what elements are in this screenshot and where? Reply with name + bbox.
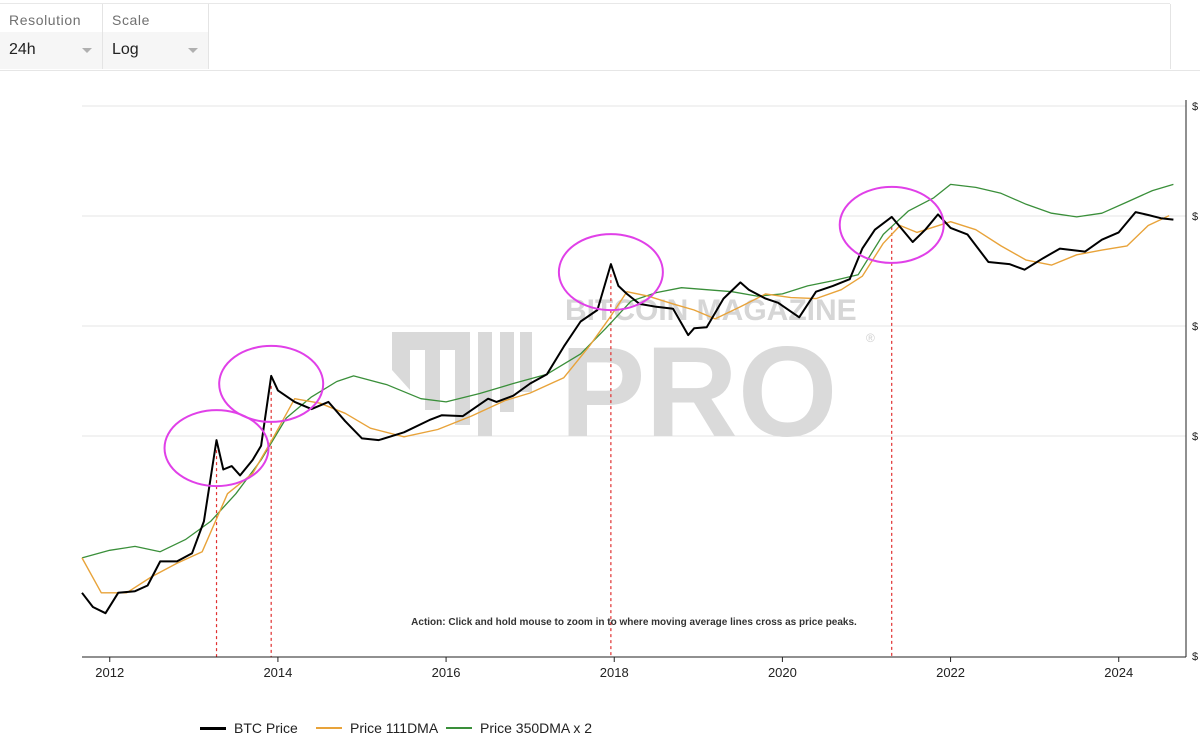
legend-swatch [316,727,342,729]
watermark-mark: ® [866,331,875,345]
scale-label: Scale [112,12,151,28]
x-tick-label: 2014 [263,665,292,680]
legend-swatch [200,726,226,730]
x-tick-label: 2020 [768,665,797,680]
chevron-down-icon [188,48,198,53]
y-tick-label: $ [1192,211,1198,223]
legend-swatch [446,727,472,729]
top-divider [0,3,1170,4]
y-tick-label: $ [1192,101,1198,113]
y-tick-label: $ [1192,651,1198,663]
watermark-logo-icon [392,332,532,436]
y-tick-label: $ [1192,431,1198,443]
scale-value: Log [112,41,139,58]
legend-item-price-111dma[interactable]: Price 111DMA [316,718,438,738]
series-line-btc-price [81,211,1174,615]
axes: $ $ $ $ $2012 2014 2016 2018 2020 2022 2024 [82,100,1198,680]
peak-circle [163,409,270,488]
legend-item-price-350dma-x-2[interactable]: Price 350DMA x 2 [446,718,592,738]
peak-circle [557,233,664,312]
controls-edge [1170,4,1171,69]
peak-circles [163,185,945,488]
x-tick-label: 2016 [432,665,461,680]
legend-label: BTC Price [234,720,298,736]
series-lines [81,183,1174,615]
legend-label: Price 111DMA [350,720,439,736]
watermark: BITCOIN MAGAZINE PRO ® [392,294,875,464]
y-tick-label: $ [1192,321,1198,333]
chart-legend: BTC Price Price 111DMA Price 350DMA x 2 [0,712,1200,742]
price-chart[interactable]: BITCOIN MAGAZINE PRO ® $ $ $ $ $2012 2014 2016… [0,70,1200,712]
x-tick-label: 2018 [600,665,629,680]
scale-control[interactable]: Scale Log [103,4,209,69]
annotation-text: Action: Click and hold mouse to zoom in … [411,617,857,628]
peak-markers [215,226,893,657]
chart-controls: Resolution 24h Scale Log [0,0,1200,71]
series-line-price-111dma [81,214,1170,594]
resolution-select[interactable]: 24h [0,32,102,69]
chevron-down-icon [82,48,92,53]
scale-select[interactable]: Log [103,32,208,69]
x-tick-label: 2024 [1104,665,1133,680]
grid-lines [82,105,1186,437]
peak-circle [838,185,945,264]
x-tick-label: 2012 [95,665,124,680]
x-tick-label: 2022 [936,665,965,680]
resolution-control[interactable]: Resolution 24h [0,4,103,69]
resolution-value: 24h [9,41,36,58]
watermark-line2: PRO [560,321,837,464]
legend-item-btc-price[interactable]: BTC Price [200,718,298,738]
resolution-label: Resolution [9,12,82,28]
peak-circle [218,344,325,423]
legend-label: Price 350DMA x 2 [480,720,593,736]
